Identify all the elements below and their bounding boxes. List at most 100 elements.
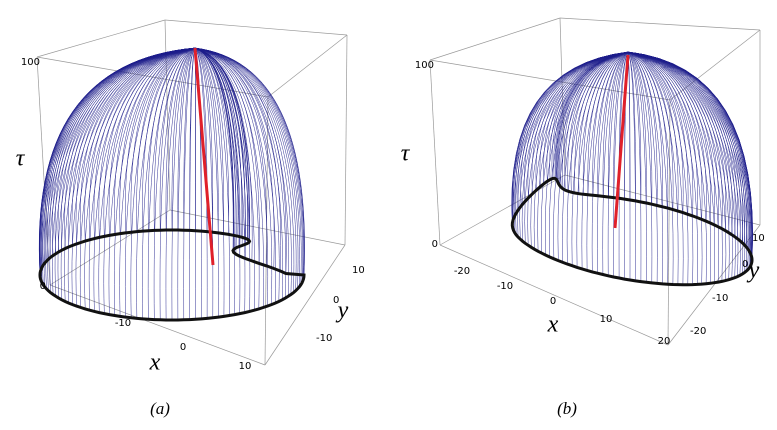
- mesh-line: [171, 47, 196, 231]
- base-curve: [510, 176, 754, 287]
- mesh-line: [607, 51, 629, 276]
- x-tick: 0: [180, 342, 186, 353]
- mesh-line: [627, 51, 642, 282]
- mesh-line: [88, 47, 196, 240]
- mesh-line: [194, 47, 237, 255]
- mesh-line: [194, 47, 230, 235]
- mesh-line: [627, 51, 653, 205]
- mesh-line: [67, 47, 196, 304]
- mesh-line: [627, 51, 736, 237]
- mesh-line: [119, 47, 196, 234]
- mesh-line: [627, 51, 707, 222]
- mesh-line: [194, 47, 225, 317]
- mesh-line: [597, 51, 629, 274]
- z-tick: 100: [21, 57, 40, 68]
- mesh-line: [527, 51, 629, 246]
- mesh-line: [627, 51, 642, 203]
- mesh-line: [627, 51, 689, 215]
- mesh-line: [627, 51, 679, 285]
- mesh-line: [627, 51, 684, 213]
- mesh-line: [194, 47, 276, 304]
- y-tick: -10: [712, 293, 728, 304]
- mesh-line: [57, 47, 196, 252]
- mesh-line: [194, 47, 281, 272]
- mesh-line: [194, 47, 268, 266]
- mesh-line: [627, 51, 653, 283]
- mesh-line: [103, 47, 196, 314]
- mesh-line: [130, 47, 196, 318]
- mesh-line: [587, 51, 629, 195]
- mesh-line: [194, 47, 287, 274]
- mesh-line: [125, 47, 196, 233]
- panel-label: (a): [150, 399, 170, 418]
- mesh-line: [130, 47, 196, 233]
- mesh-line: [627, 51, 736, 278]
- mesh-line: [159, 47, 196, 231]
- mesh-line: [194, 47, 219, 233]
- mesh-line: [45, 47, 196, 289]
- mesh-line: [627, 51, 741, 241]
- mesh-line: [194, 47, 214, 233]
- z-label: τ: [401, 141, 411, 167]
- mesh-line: [183, 47, 196, 320]
- mesh-line: [194, 47, 219, 318]
- mesh-line: [602, 51, 629, 197]
- mesh-line: [194, 47, 243, 246]
- mesh-line: [98, 47, 196, 313]
- mesh-line: [84, 47, 196, 309]
- red-line-a: [193, 47, 215, 266]
- mesh-line: [578, 51, 629, 194]
- x-tick: 10: [600, 314, 613, 325]
- y-tick: -20: [690, 326, 706, 337]
- mesh-line: [602, 51, 629, 275]
- mesh-line: [177, 47, 196, 321]
- mesh-line: [627, 51, 733, 235]
- mesh-line: [194, 47, 269, 307]
- mesh-line: [189, 47, 196, 320]
- base-curve: [38, 228, 306, 322]
- mesh-line: [627, 51, 631, 281]
- mesh-line: [627, 51, 647, 283]
- mesh-line: [189, 47, 196, 231]
- mesh-line: [194, 47, 253, 261]
- mesh-line: [93, 47, 196, 239]
- mesh-line: [49, 47, 196, 293]
- mesh-line: [627, 51, 658, 206]
- mesh-line: [574, 51, 629, 194]
- mesh-line: [627, 51, 727, 231]
- mesh-line: [627, 51, 689, 285]
- mesh-line: [194, 47, 246, 259]
- mesh-line: [627, 51, 703, 220]
- y-tick: 0: [333, 295, 339, 306]
- surface-b: [510, 51, 754, 287]
- mesh-line: [194, 47, 275, 269]
- mesh-line: [183, 47, 196, 231]
- mesh-line: [627, 51, 694, 285]
- x-label: x: [149, 350, 161, 376]
- mesh-line: [84, 47, 196, 242]
- red-line-b: [613, 54, 630, 229]
- y-tick: 10: [352, 265, 365, 276]
- mesh-line: [627, 51, 684, 285]
- mesh-line: [194, 47, 260, 309]
- mesh-line: [194, 47, 230, 316]
- mesh-line: [75, 47, 196, 244]
- mesh-line: [627, 51, 723, 229]
- mesh-line: [627, 51, 715, 225]
- y-label: y: [336, 298, 349, 324]
- mesh-line: [114, 47, 196, 235]
- mesh-line: [592, 51, 629, 196]
- mesh-line: [125, 47, 196, 318]
- mesh-line: [627, 51, 663, 284]
- mesh-line: [627, 51, 694, 216]
- mesh-line: [194, 47, 208, 319]
- mesh-line: [147, 47, 196, 231]
- mesh-line: [567, 51, 629, 192]
- mesh-line: [177, 47, 196, 231]
- y-label: y: [747, 258, 760, 284]
- mesh-line: [627, 51, 669, 209]
- mesh-line: [627, 51, 711, 224]
- mesh-line: [607, 51, 629, 198]
- mesh-line: [171, 47, 196, 321]
